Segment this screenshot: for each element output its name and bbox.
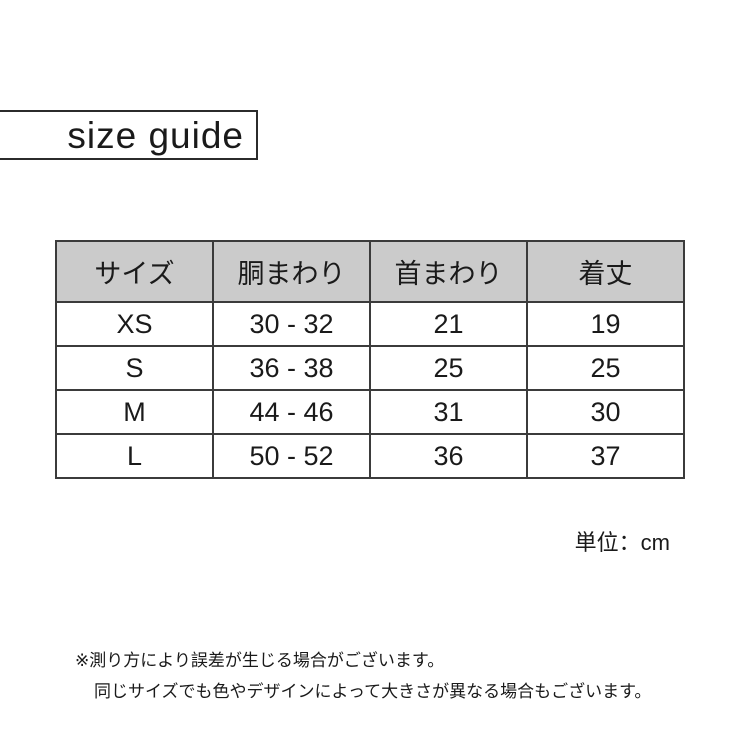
table-row: S 36 - 38 25 25 [55,345,685,391]
unit-label: 単位：cm [574,530,670,555]
header-girth: 胴まわり [212,240,371,303]
table-row: L 50 - 52 36 37 [55,433,685,479]
note-line: 同じサイズでも色やデザインによって大きさが異なる場合もございます。 [94,682,652,701]
cell-size: L [55,433,214,479]
cell-length: 30 [526,389,685,435]
size-table: サイズ 胴まわり 首まわり 着丈 XS 30 - 32 21 19 S 36 -… [55,240,685,479]
cell-size: M [55,389,214,435]
table-row: M 44 - 46 31 30 [55,389,685,435]
page-title: size guide [67,114,244,156]
cell-girth: 44 - 46 [212,389,371,435]
cell-length: 37 [526,433,685,479]
cell-neck: 21 [369,301,528,347]
cell-neck: 31 [369,389,528,435]
cell-length: 25 [526,345,685,391]
title-box: size guide [0,110,258,160]
footnotes: ※測り方により誤差が生じる場合がございます。 同じサイズでも色やデザインによって… [75,645,651,707]
header-length: 着丈 [526,240,685,303]
cell-size: XS [55,301,214,347]
header-neck: 首まわり [369,240,528,303]
header-size: サイズ [55,240,214,303]
cell-size: S [55,345,214,391]
table-row: XS 30 - 32 21 19 [55,301,685,347]
cell-neck: 25 [369,345,528,391]
cell-girth: 50 - 52 [212,433,371,479]
note-line: ※測り方により誤差が生じる場合がございます。 [75,651,445,670]
cell-length: 19 [526,301,685,347]
table-header-row: サイズ 胴まわり 首まわり 着丈 [55,240,685,303]
cell-girth: 36 - 38 [212,345,371,391]
cell-girth: 30 - 32 [212,301,371,347]
cell-neck: 36 [369,433,528,479]
